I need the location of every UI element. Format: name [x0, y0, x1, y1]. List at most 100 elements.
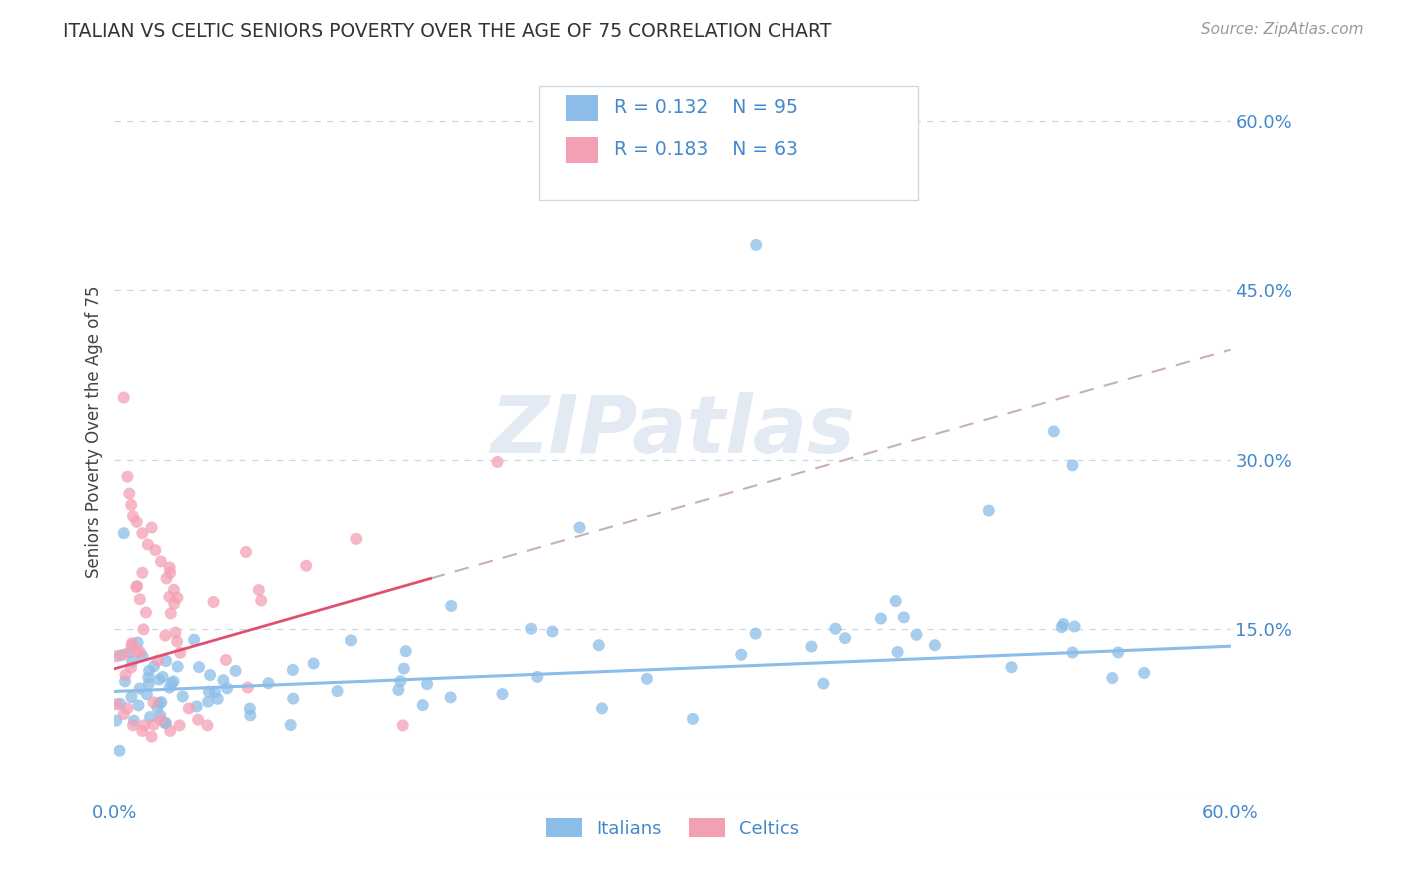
Point	[163, 597, 186, 611]
Point	[813, 676, 835, 690]
Point	[159, 566, 181, 580]
Point	[121, 690, 143, 705]
Point	[127, 645, 149, 659]
Point	[591, 701, 613, 715]
Point	[150, 695, 173, 709]
Point	[127, 698, 149, 713]
Point	[122, 714, 145, 728]
Point	[824, 622, 846, 636]
Point	[391, 718, 413, 732]
Point	[202, 595, 225, 609]
Point	[326, 684, 349, 698]
Point	[977, 503, 1000, 517]
Point	[177, 701, 200, 715]
Point	[197, 718, 219, 732]
Point	[148, 696, 170, 710]
Point	[165, 625, 187, 640]
Point	[131, 566, 153, 580]
Point	[247, 582, 270, 597]
Point	[188, 660, 211, 674]
Point	[159, 724, 181, 739]
Point	[239, 701, 262, 715]
Point	[157, 590, 180, 604]
Point	[112, 526, 135, 541]
Point	[142, 718, 165, 732]
Point	[122, 718, 145, 732]
Point	[166, 634, 188, 648]
Point	[520, 622, 543, 636]
Point	[172, 690, 194, 704]
Point	[207, 691, 229, 706]
Y-axis label: Seniors Poverty Over the Age of 75: Seniors Poverty Over the Age of 75	[86, 285, 103, 578]
Point	[440, 599, 463, 613]
Point	[155, 654, 177, 668]
Point	[387, 682, 409, 697]
Point	[128, 681, 150, 696]
Point	[121, 636, 143, 650]
Point	[108, 697, 131, 711]
Point	[800, 640, 823, 654]
Point	[136, 537, 159, 551]
Point	[870, 611, 893, 625]
Point	[127, 579, 149, 593]
Point	[392, 662, 415, 676]
Point	[225, 664, 247, 678]
Point	[186, 699, 208, 714]
Point	[197, 695, 219, 709]
Point	[134, 718, 156, 732]
Point	[283, 691, 305, 706]
Point	[389, 674, 412, 689]
Point	[412, 698, 434, 712]
Point	[160, 676, 183, 690]
Point	[344, 532, 367, 546]
Point	[215, 681, 238, 696]
Point	[117, 469, 139, 483]
Point	[146, 654, 169, 668]
Point	[198, 668, 221, 682]
Point	[149, 554, 172, 568]
Point	[135, 606, 157, 620]
Point	[893, 610, 915, 624]
Point	[340, 633, 363, 648]
Bar	[567, 136, 598, 163]
Point	[588, 638, 610, 652]
Point	[1101, 671, 1123, 685]
Point	[834, 631, 856, 645]
Point	[159, 560, 181, 574]
Point	[166, 659, 188, 673]
Point	[143, 659, 166, 673]
Point	[112, 707, 135, 722]
Point	[121, 655, 143, 669]
Text: R = 0.132    N = 95: R = 0.132 N = 95	[614, 98, 799, 118]
Point	[1000, 660, 1022, 674]
Point	[125, 580, 148, 594]
Point	[159, 681, 181, 695]
Point	[236, 681, 259, 695]
Point	[280, 718, 302, 732]
Point	[169, 718, 191, 732]
Text: ZIPatlas: ZIPatlas	[491, 392, 855, 470]
Point	[886, 645, 908, 659]
Text: R = 0.183    N = 63: R = 0.183 N = 63	[614, 140, 799, 160]
Point	[131, 649, 153, 664]
Point	[120, 498, 142, 512]
Point	[439, 690, 461, 705]
Point	[148, 673, 170, 687]
Point	[295, 558, 318, 573]
Point	[924, 638, 946, 652]
Point	[152, 670, 174, 684]
Point	[302, 657, 325, 671]
Point	[114, 674, 136, 689]
Point	[281, 663, 304, 677]
Point	[121, 638, 143, 652]
Point	[239, 708, 262, 723]
Point	[155, 716, 177, 731]
Text: ITALIAN VS CELTIC SENIORS POVERTY OVER THE AGE OF 75 CORRELATION CHART: ITALIAN VS CELTIC SENIORS POVERTY OVER T…	[63, 22, 831, 41]
Point	[486, 455, 509, 469]
Point	[169, 646, 191, 660]
FancyBboxPatch shape	[538, 87, 918, 200]
Point	[1052, 617, 1074, 632]
Bar	[567, 95, 598, 121]
Point	[541, 624, 564, 639]
Point	[163, 582, 186, 597]
